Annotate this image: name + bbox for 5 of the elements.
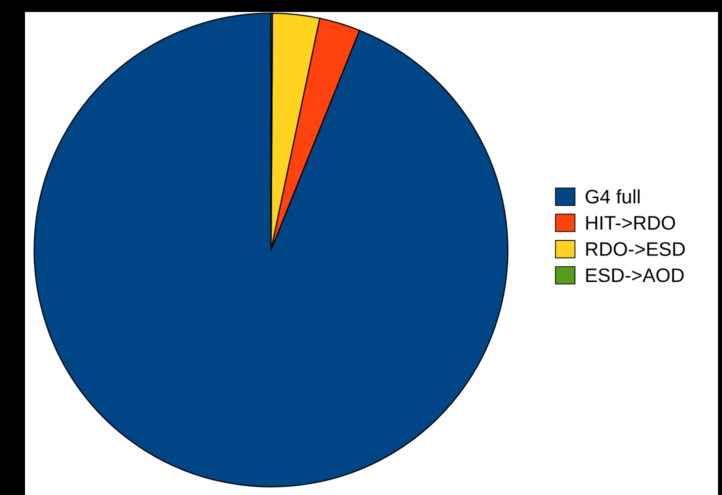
legend-label: G4 full <box>586 189 640 204</box>
legend-label: HIT->RDO <box>586 216 676 230</box>
pie-slice <box>34 12 508 488</box>
legend-label: RDO->ESD <box>586 242 685 256</box>
legend-label: ESD->AOD <box>586 268 684 282</box>
